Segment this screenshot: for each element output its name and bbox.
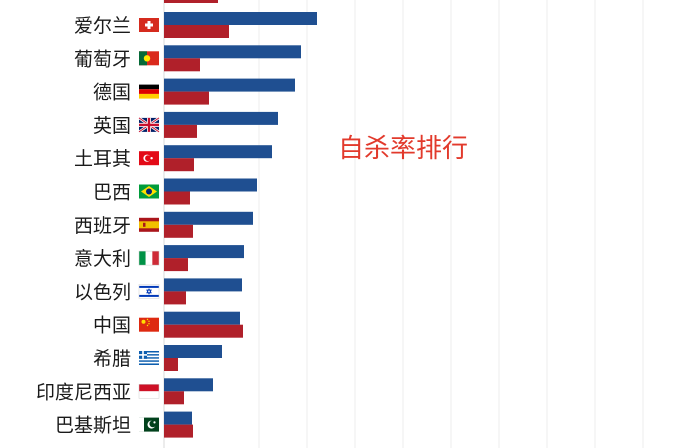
blue-bar-1	[164, 45, 301, 58]
blue-bar-7	[164, 245, 244, 258]
red-bar-3	[164, 125, 197, 138]
category-label-5: 巴西	[93, 182, 131, 204]
red-bar-7	[164, 258, 188, 271]
greece-flag	[139, 351, 159, 365]
indonesia-flag	[139, 384, 159, 398]
category-label-0: 爱尔兰	[74, 15, 131, 37]
red-bar-1	[164, 58, 200, 71]
category-label-11: 印度尼西亚	[36, 381, 131, 403]
red-bar-2	[164, 92, 209, 105]
flags	[139, 18, 159, 432]
portugal-flag	[139, 51, 159, 65]
israel-flag	[139, 284, 159, 298]
red-bar-10	[164, 358, 178, 371]
category-label-9: 中国	[93, 315, 131, 337]
pakistan-flag	[139, 418, 159, 432]
red-bar-0	[164, 25, 229, 38]
red-bar-9	[164, 325, 243, 338]
blue-bar-2	[164, 79, 295, 92]
blue-bar-9	[164, 312, 240, 325]
blue-bar-12	[164, 412, 192, 425]
blue-bar-6	[164, 212, 253, 225]
category-label-4: 土耳其	[74, 148, 131, 170]
category-label-6: 西班牙	[74, 215, 131, 237]
bars	[164, 0, 317, 438]
red-bar-4	[164, 158, 194, 171]
blue-bar-4	[164, 145, 272, 158]
spain-flag	[139, 218, 159, 232]
china-flag	[139, 318, 159, 332]
red-bar-6	[164, 225, 193, 238]
red-bar-11	[164, 391, 184, 404]
switzerland-flag	[139, 18, 159, 32]
blue-bar-11	[164, 378, 213, 391]
red-bar-5	[164, 192, 190, 205]
blue-bar-0	[164, 12, 317, 25]
turkey-flag	[139, 151, 159, 165]
blue-bar-8	[164, 278, 242, 291]
category-label-3: 英国	[93, 115, 131, 137]
chart-annotation: 自杀率排行	[338, 134, 468, 164]
brazil-flag	[139, 185, 159, 199]
category-label-8: 以色列	[74, 281, 131, 303]
blue-bar-10	[164, 345, 222, 358]
uk-flag	[139, 118, 159, 132]
red-bar-8	[164, 291, 186, 304]
category-label-7: 意大利	[74, 248, 131, 270]
red-bar-12	[164, 425, 193, 438]
germany-flag	[139, 85, 159, 99]
category-label-12: 巴基斯坦	[55, 415, 131, 437]
blue-bar-5	[164, 179, 257, 192]
category-label-1: 葡萄牙	[74, 48, 131, 70]
category-label-10: 希腊	[93, 348, 131, 370]
cropped-bar	[164, 0, 218, 3]
category-label-2: 德国	[93, 82, 131, 104]
blue-bar-3	[164, 112, 278, 125]
italy-flag	[139, 251, 159, 265]
